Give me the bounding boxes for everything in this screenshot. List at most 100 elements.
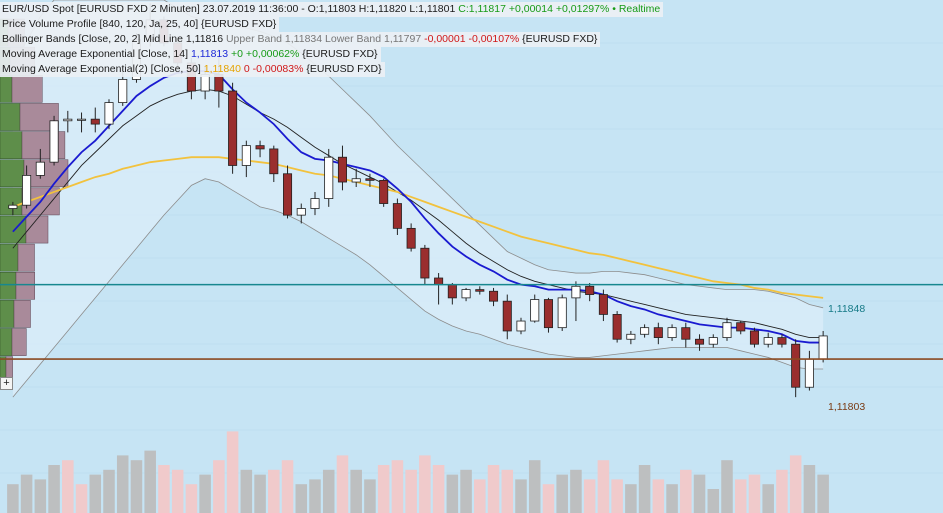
volume-bar [405,469,417,513]
volume-bars [7,431,829,513]
candle[interactable] [818,330,828,363]
candle-body [640,327,650,335]
candle[interactable] [461,287,471,302]
candle[interactable] [35,148,45,179]
profile-up-bar [0,215,27,244]
candle[interactable] [255,140,265,158]
volume-bar [638,465,651,513]
candle[interactable] [653,322,663,345]
candle[interactable] [695,334,705,351]
candle-body [77,118,87,121]
candle[interactable] [585,282,595,302]
ema-50-line [12,156,824,299]
profile-down-bar [11,75,43,103]
volume-bar [734,479,747,513]
candle[interactable] [667,324,677,341]
candle[interactable] [49,115,59,166]
candle[interactable] [269,145,279,183]
horizontal-levels[interactable] [0,283,943,360]
volume-bar [680,469,692,513]
candle[interactable] [283,165,293,219]
candle[interactable] [351,168,361,187]
candle-body [420,247,430,279]
candle[interactable] [516,317,526,335]
candle[interactable] [420,244,430,285]
candle[interactable] [571,281,581,322]
candle-body [804,358,814,388]
candle-body [475,289,485,292]
candle[interactable] [791,339,801,398]
candle[interactable] [543,297,553,333]
candle-body [434,277,444,286]
candle-body [736,322,746,332]
candle[interactable] [104,99,114,130]
volume-bar [474,479,486,513]
bollinger-bands-legend[interactable]: Bollinger Bands [Close, 20, 2] Mid Line … [0,32,601,47]
candle[interactable] [557,294,567,331]
candle[interactable] [310,191,320,216]
candle-body [241,145,251,166]
candle[interactable] [612,311,622,343]
volume-bar [20,474,33,513]
candle[interactable] [8,201,18,216]
candle[interactable] [749,327,759,348]
candle[interactable] [241,140,251,178]
level-label-1-11803: 1,11803 [828,401,866,413]
volume-bar [721,460,733,513]
candle[interactable] [777,334,787,348]
volume-bar [789,455,802,513]
candle[interactable] [763,332,773,348]
candle-body [791,343,801,388]
candle-body [324,156,334,199]
candle[interactable] [296,203,306,224]
candle[interactable] [722,317,732,341]
volume-bar [528,460,541,513]
candle[interactable] [63,110,73,133]
candle[interactable] [324,148,334,207]
profile-up-bar [0,300,15,328]
volume-bar [748,474,761,513]
candle-body [8,204,18,209]
candle[interactable] [681,322,691,348]
candle[interactable] [90,107,100,133]
candle[interactable] [489,287,499,307]
candle[interactable] [228,82,238,174]
candle[interactable] [337,145,347,191]
candle[interactable] [736,321,746,335]
candle-body [749,330,759,345]
candle[interactable] [626,330,636,345]
candle[interactable] [392,198,402,235]
candle-body [379,179,389,204]
volume-bar [487,465,500,513]
candle[interactable] [502,294,512,340]
candle-body [447,284,457,299]
profile-down-bar [11,328,27,356]
candle[interactable] [365,173,375,187]
candle[interactable] [640,324,650,338]
candle-body [63,118,73,122]
candle-body [708,337,718,345]
crosshair-plus-icon[interactable]: + [0,377,13,390]
candle[interactable] [379,178,389,207]
candle[interactable] [77,112,87,133]
candle[interactable] [22,165,32,209]
volume-bar [419,455,431,513]
candle[interactable] [475,286,485,295]
candle-body [667,327,677,338]
volume-bar [776,469,788,513]
candle[interactable] [598,289,608,322]
profile-up-bar [0,187,23,216]
candle-body [543,299,553,329]
volume-bar [158,465,170,513]
volume-bar [226,431,239,513]
candle[interactable] [406,223,416,252]
ema14-legend[interactable]: Moving Average Exponential [Close, 14] 1… [0,47,381,62]
candle[interactable] [530,294,540,323]
ema50-legend[interactable]: Moving Average Exponential(2) [Close, 50… [0,62,385,77]
profile-up-bar [0,271,17,300]
volume-bar [7,484,19,513]
candle[interactable] [708,334,718,348]
price-volume-profile-legend[interactable]: Price Volume Profile [840, 120, Ja, 25, … [0,17,280,32]
